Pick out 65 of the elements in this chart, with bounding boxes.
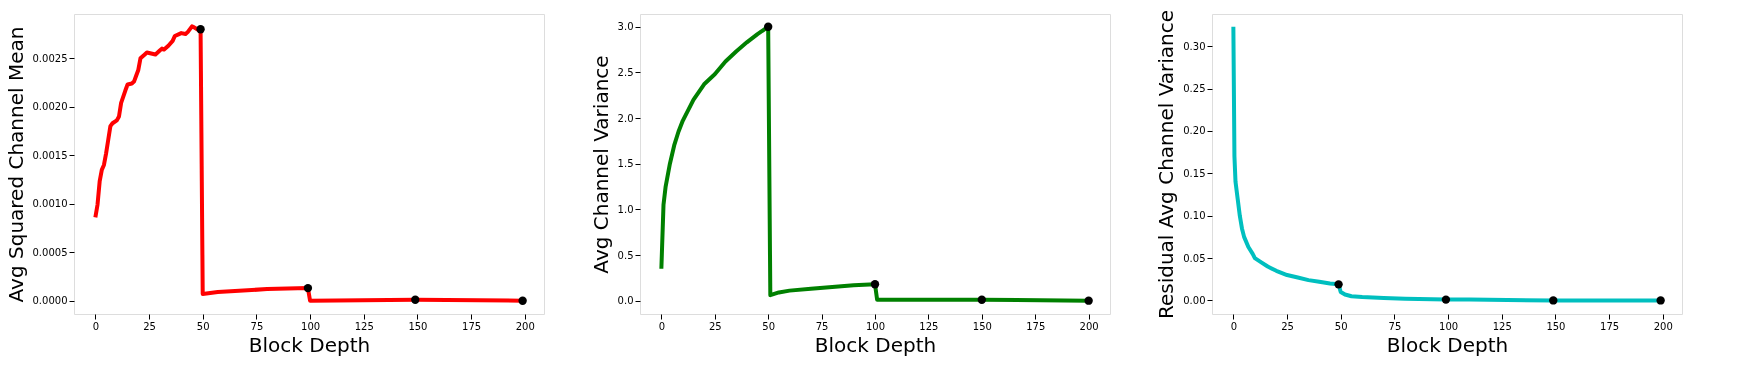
y-tick-label: 0.05 <box>1183 252 1206 264</box>
x-tick-label: 175 <box>1026 320 1046 332</box>
x-tick-label: 150 <box>408 320 428 332</box>
point <box>870 280 880 289</box>
y-tick-label: 0.30 <box>1183 40 1206 52</box>
x-tick-label: 0 <box>658 320 666 332</box>
point <box>1334 280 1343 289</box>
x-tick-label: 25 <box>708 320 722 332</box>
x-tick-label: 125 <box>354 320 374 332</box>
x-tick-label: 75 <box>250 320 264 332</box>
y-tick-label: 1.5 <box>617 158 634 170</box>
y-tick-label: 0.0000 <box>32 295 68 307</box>
x-tick-label: 100 <box>1439 320 1459 332</box>
x-tick-label: 100 <box>301 320 321 332</box>
point <box>977 295 986 304</box>
y-tick-label: 1.0 <box>617 203 634 215</box>
x-tick-label: 50 <box>762 320 776 332</box>
y-tick-label: 0.0 <box>617 295 634 307</box>
x-tick-label: 125 <box>1492 320 1512 332</box>
y-tick-label: 0.5 <box>617 249 634 261</box>
y-tick-label: 0.20 <box>1183 125 1206 137</box>
x-tick-label: 175 <box>462 320 482 332</box>
y-tick-label: 0.25 <box>1183 83 1206 95</box>
x-tick-label: 150 <box>1546 320 1566 332</box>
x-tick-label: 200 <box>1079 320 1099 332</box>
point <box>196 25 205 34</box>
x-tick-label: 100 <box>865 320 886 332</box>
x-tick-label: 125 <box>919 320 939 332</box>
point <box>518 296 527 305</box>
x-axis-title: Block Depth <box>248 332 371 357</box>
x-tick-label: 200 <box>1653 320 1673 332</box>
y-tick-label: 0.0020 <box>32 101 68 113</box>
point <box>764 22 773 31</box>
x-tick-label: 25 <box>143 320 156 332</box>
point <box>411 295 420 304</box>
x-tick-label: 150 <box>972 320 992 332</box>
x-tick-label: 50 <box>1334 320 1348 332</box>
point <box>1549 296 1558 305</box>
y-tick-label: 0.0005 <box>32 246 68 258</box>
x-tick-label: 200 <box>515 320 535 332</box>
y-tick-label: 3.0 <box>617 21 634 33</box>
point <box>303 283 313 293</box>
y-tick-label: 0.00 <box>1183 294 1206 306</box>
y-tick-label: 0.10 <box>1183 210 1206 222</box>
y-tick-label: 0.0015 <box>32 149 68 161</box>
y-tick-label: 0.0010 <box>32 198 68 210</box>
y-tick-label: 2.5 <box>617 66 634 78</box>
point <box>1084 296 1093 305</box>
y-tick-label: 0.0025 <box>32 52 68 64</box>
x-axis-title: Block Depth <box>1386 332 1509 357</box>
point <box>1656 296 1665 305</box>
x-tick-label: 25 <box>1281 320 1294 332</box>
y-tick-label: 2.0 <box>617 112 634 124</box>
x-tick-label: 50 <box>196 320 210 332</box>
y-axis-title: Avg Channel Variance <box>588 55 613 274</box>
y-axis-title: Avg Squared Channel Mean <box>3 26 28 303</box>
x-axis-title: Block Depth <box>814 332 937 357</box>
x-tick-label: 75 <box>815 320 829 332</box>
x-tick-label: 75 <box>1388 320 1402 332</box>
y-axis-title: Residual Avg Channel Variance <box>1154 9 1179 320</box>
x-tick-label: 0 <box>1230 320 1238 332</box>
y-tick-label: 0.15 <box>1183 167 1206 179</box>
x-tick-label: 175 <box>1600 320 1620 332</box>
x-tick-label: 0 <box>92 320 100 332</box>
point <box>1441 295 1451 304</box>
